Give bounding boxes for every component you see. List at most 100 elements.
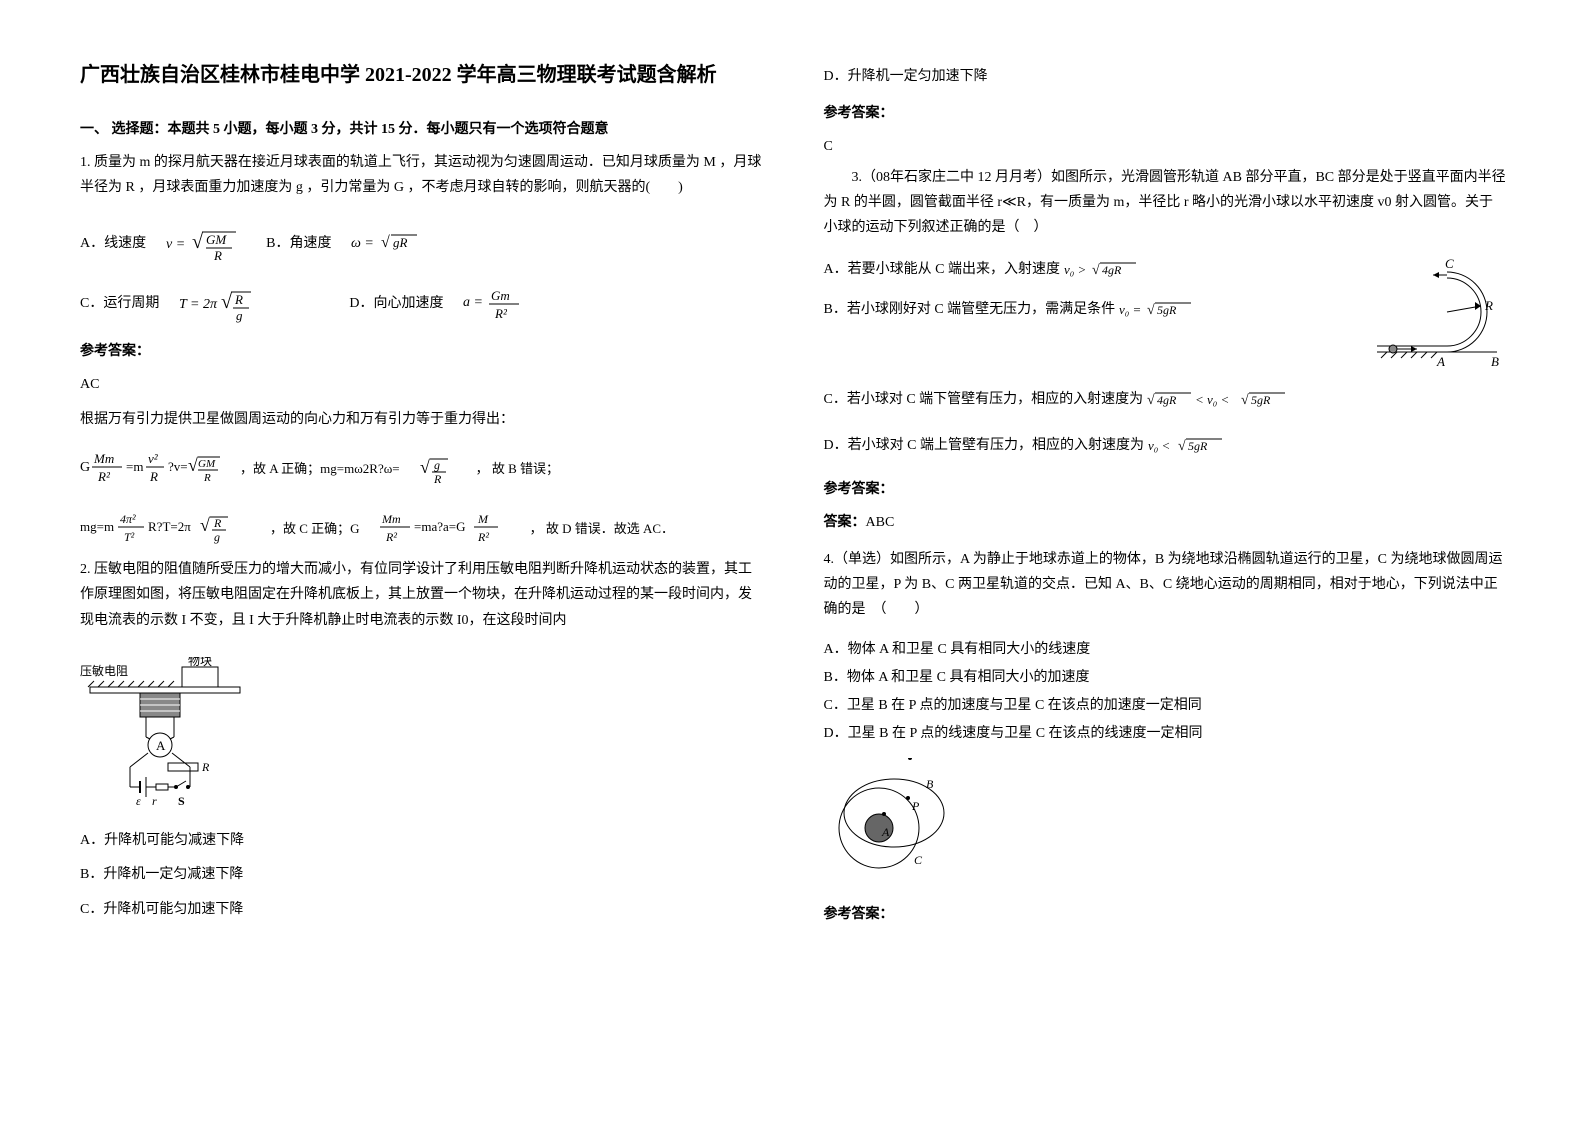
svg-text:√: √ — [1092, 263, 1100, 278]
svg-text:R²: R² — [385, 530, 397, 544]
svg-text:gR: gR — [393, 235, 408, 250]
question-4-stem: 4.（单选）如图所示，A 为静止于地球赤道上的物体，B 为绕地球沿椭圆轨道运行的… — [824, 547, 1508, 623]
label-r: r — [152, 794, 157, 807]
formula-explain-t: mg=m 4π² T² R?T=2π √ R g — [80, 505, 250, 549]
svg-text:R: R — [213, 516, 222, 530]
q3-opt-a: A．若要小球能从 C 端出来，入射速度 v₀ > √ 4gR — [824, 258, 1348, 282]
q1-explain-line-3: mg=m 4π² T² R?T=2π √ R g ，故 C 正确；G Mm R²… — [80, 505, 764, 549]
label-s: S — [178, 794, 185, 807]
svg-text:?v=: ?v= — [168, 459, 188, 474]
formula-a-gm-r2: a = Gm R² — [463, 282, 533, 322]
formula-t-2pi-sqrt-rg: T = 2π √ R g — [179, 280, 269, 324]
svg-text:√: √ — [1147, 393, 1155, 408]
label-C3: C — [1445, 256, 1454, 271]
svg-text:√: √ — [188, 455, 198, 475]
formula-explain-ma: Mm R² =ma?a=G M R² — [380, 507, 510, 547]
q3-answer: 答案：ABC — [824, 512, 1508, 534]
formula-4gr-v0-5gr: √ 4gR < v₀ < √ 5gR — [1147, 388, 1297, 412]
svg-text:mg=m: mg=m — [80, 519, 114, 534]
q4-opt-c: C．卫星 B 在 P 点的加速度与卫星 C 在该点的加速度一定相同 — [824, 694, 1508, 714]
q1-options-cd: C．运行周期 T = 2π √ R g D．向心加速度 a = Gm R² — [80, 280, 764, 324]
q3-opt-b: B．若小球刚好对 C 端管壁无压力，需满足条件 v₀ = √ 5gR — [824, 298, 1348, 322]
svg-text:R²: R² — [477, 530, 489, 544]
label-resistor: 压敏电阻 — [80, 663, 128, 678]
q1-opt-c-label: C．运行周期 — [80, 292, 159, 312]
svg-text:R²: R² — [494, 306, 508, 321]
svg-text:4π²: 4π² — [120, 512, 136, 526]
svg-text:g: g — [214, 530, 220, 544]
question-1-stem: 1. 质量为 m 的探月航天器在接近月球表面的轨道上飞行，其运动视为匀速圆周运动… — [80, 150, 764, 200]
q3-opt-c: C．若小球对 C 端下管壁有压力，相应的入射速度为 √ 4gR < v₀ < √… — [824, 388, 1508, 412]
svg-text:√: √ — [200, 515, 210, 535]
formula-omega-sqrt-gr: ω = √ gR — [351, 227, 431, 257]
q1-options-ab: A．线速度 v = √ GM R B．角速度 ω = √ gR — [80, 220, 764, 264]
svg-text:R: R — [149, 469, 158, 484]
svg-text:√: √ — [221, 291, 232, 313]
q2-opt-c: C．升降机可能匀加速下降 — [80, 899, 764, 921]
q2-opt-b: B．升降机一定匀减速下降 — [80, 864, 764, 886]
right-column: D．升降机一定匀加速下降 参考答案： C 3.（08年石家庄二中 12 月月考）… — [824, 60, 1508, 1062]
svg-text:5gR: 5gR — [1188, 439, 1208, 453]
label-P4: P — [911, 799, 920, 813]
label-A4: A — [881, 825, 890, 839]
svg-text:R: R — [213, 248, 222, 263]
q2-opt-d: D．升降机一定匀加速下降 — [824, 66, 1508, 88]
q4-orbit-diagram: A B C P — [824, 758, 1508, 883]
q3-opt-d: D．若小球对 C 端上管壁有压力，相应的入射速度为 v₀ < √ 5gR — [824, 434, 1508, 458]
svg-text:v₀ =: v₀ = — [1119, 302, 1141, 317]
q1-opt-b-label: B．角速度 — [266, 232, 331, 252]
svg-text:√: √ — [381, 234, 390, 251]
q1-answer: AC — [80, 374, 764, 396]
svg-text:5gR: 5gR — [1251, 393, 1271, 407]
formula-v0-lt-5gr: v₀ < √ 5gR — [1148, 434, 1238, 458]
svg-text:v₀ >: v₀ > — [1064, 262, 1086, 277]
label-A3: A — [1436, 354, 1445, 369]
q4-opt-b: B．物体 A 和卫星 C 具有相同大小的加速度 — [824, 666, 1508, 686]
svg-text:Mm: Mm — [93, 451, 114, 466]
svg-text:g: g — [434, 458, 440, 472]
q1-explain-line-2: G Mm R² =m v² R ?v= √ GM R ，故 A 正确；mg=mω… — [80, 445, 764, 489]
svg-text:√: √ — [192, 231, 203, 253]
q1-explain-2-mid: ，故 A 正确；mg=mω2R?ω= — [240, 458, 400, 477]
section-1-header: 一、 选择题：本题共 5 小题，每小题 3 分，共计 15 分．每小题只有一个选… — [80, 118, 764, 138]
formula-sqrt-g-r: √ g R — [420, 447, 456, 487]
svg-text:Mm: Mm — [381, 512, 401, 526]
svg-text:Gm: Gm — [491, 288, 510, 303]
q3-track-diagram: R A B C — [1367, 252, 1507, 372]
svg-text:< v₀ <: < v₀ < — [1195, 392, 1229, 407]
q2-answer: C — [824, 136, 1508, 158]
formula-explain-gmm: G Mm R² =m v² R ?v= √ GM R — [80, 445, 220, 489]
svg-text:4gR: 4gR — [1102, 263, 1122, 277]
svg-text:GM: GM — [198, 458, 216, 470]
q1-opt-d-label: D．向心加速度 — [349, 292, 443, 312]
label-B4: B — [926, 777, 934, 791]
svg-text:=m: =m — [126, 459, 143, 474]
exam-title: 广西壮族自治区桂林市桂电中学 2021-2022 学年高三物理联考试题含解析 — [80, 60, 764, 90]
svg-text:GM: GM — [206, 232, 227, 247]
svg-text:G: G — [80, 460, 90, 475]
svg-text:R: R — [203, 472, 211, 484]
q1-opt-a-label: A．线速度 — [80, 232, 146, 252]
svg-text:M: M — [477, 512, 489, 526]
svg-text:R: R — [234, 292, 243, 307]
svg-text:ω =: ω = — [351, 236, 374, 251]
svg-text:√: √ — [1178, 439, 1186, 454]
svg-text:R²: R² — [97, 469, 111, 484]
label-e: ε — [136, 794, 141, 807]
q1-answer-label: 参考答案： — [80, 340, 764, 360]
formula-v-sqrt-gm-r: v = √ GM R — [166, 220, 246, 264]
label-ammeter: A — [156, 738, 166, 753]
svg-text:=ma?a=G: =ma?a=G — [414, 519, 465, 534]
svg-text:T²: T² — [124, 530, 135, 544]
label-block: 物块 — [188, 657, 212, 668]
formula-v0-gt-4gr: v₀ > √ 4gR — [1064, 258, 1144, 282]
q4-opt-d: D．卫星 B 在 P 点的线速度与卫星 C 在该点的线速度一定相同 — [824, 722, 1508, 742]
q4-answer-label: 参考答案： — [824, 903, 1508, 923]
formula-v0-eq-5gr: v₀ = √ 5gR — [1119, 298, 1199, 322]
q1-explain-3-mid: ，故 C 正确；G — [270, 518, 360, 537]
q3-answer-label: 参考答案： — [824, 478, 1508, 498]
svg-text:T = 2π: T = 2π — [179, 297, 218, 312]
q3-stem-text: 3.（08年石家庄二中 12 月月考）如图所示，光滑圆管形轨道 AB 部分平直，… — [824, 170, 1506, 235]
svg-text:5gR: 5gR — [1157, 303, 1177, 317]
q2-answer-label: 参考答案： — [824, 102, 1508, 122]
